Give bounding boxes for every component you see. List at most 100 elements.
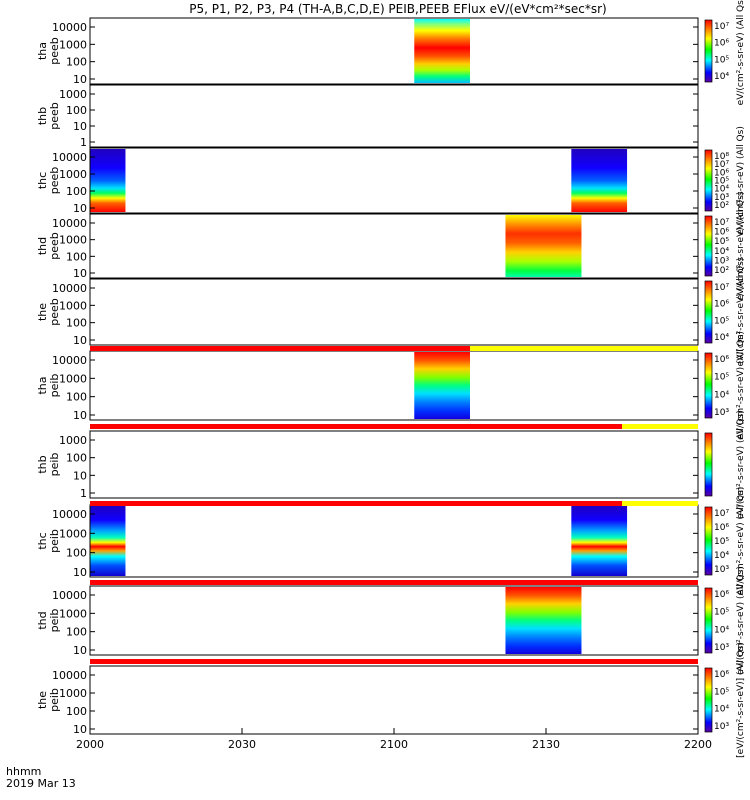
colorbar-thb-peib: [704, 432, 713, 497]
panel-label-line2: peib: [48, 688, 61, 712]
status-bar-segment-4-1: [90, 580, 698, 585]
x-axis-label-line1: hhmm: [6, 765, 41, 778]
status-bar-segment-2-2: [622, 424, 698, 429]
colorbar-tick-label: 10⁶: [714, 168, 729, 178]
colorbar-tick-label: 10⁸: [714, 152, 729, 162]
panel-tha-peib: 10000 1000 100 10 tha peib 10⁶ 10⁵ 10⁴ 10³ eV/(cm²…: [36, 331, 746, 440]
panel-label-line1: the: [36, 303, 49, 321]
status-bar-segment-2-1: [90, 424, 622, 429]
panel-the-peib: 10000 1000 100 10 the peib 10⁶ 10⁵ 10⁴ 10³ [eV/(cm…: [36, 642, 746, 758]
panel-frame: [89, 585, 699, 656]
colorbar-tick-label: 10⁷: [714, 218, 729, 228]
y-tick-label: 1000: [59, 168, 87, 181]
panel-the-peeb: 10000 1000 100 10 the peeb 10⁷ 10⁶ 10⁵ 10⁴ eV/(cm²…: [36, 258, 746, 367]
panel-label-line1: thd: [36, 611, 49, 629]
colorbar-tick-label: 10⁵: [714, 316, 729, 326]
colorbar-tick-label: 10⁴: [714, 625, 729, 635]
spectrogram-block-thc-peib-1: [90, 506, 126, 576]
spectrogram-block-thc-peeb-1: [90, 149, 126, 212]
colorbar-tick-label: 10⁶: [714, 39, 729, 49]
colorbar-tick-label: 10⁷: [714, 22, 729, 32]
colorbar-tick-label: 10⁴: [714, 390, 729, 400]
x-axis: 2000 2030 2100 2130 2200: [76, 728, 712, 751]
y-tick-label: 10: [73, 202, 87, 215]
y-tick-label: 100: [66, 452, 87, 465]
spectrogram-block-thc-peeb-2: [571, 149, 628, 212]
y-tick-label: 100: [66, 250, 87, 263]
y-tick-label: 1000: [59, 38, 87, 51]
colorbar-tha-peib: [704, 352, 713, 419]
colorbar-tick-label: 10²: [714, 266, 729, 276]
colorbar-label: eV/(cm²-s-sr-eV) (All Qs): [736, 566, 746, 675]
colorbar-tick-label: 10³: [714, 193, 729, 203]
panel-label-line1: thd: [36, 237, 49, 255]
colorbar-thd-peeb: [704, 215, 713, 277]
panel-label-line1: the: [36, 691, 49, 709]
y-tick-label: 100: [66, 317, 87, 330]
panel-frame: [89, 213, 699, 279]
y-tick-label: 10: [73, 469, 87, 482]
panel-thd-peib: 10000 1000 100 10 thd peib 10⁶ 10⁵ 10⁴ 10³ eV/(cm²…: [36, 566, 746, 675]
y-tick-label: 100: [66, 626, 87, 639]
colorbar-tick-label: 10³: [714, 565, 729, 575]
panel-frame: [89, 430, 699, 499]
status-bar-segment-3-1: [90, 501, 622, 506]
colorbar-label: eV/(cm²-s-sr-eV) (All Qs): [736, 487, 746, 596]
y-tick-label: 10000: [52, 21, 87, 34]
colorbar-tick-label: 10⁶: [714, 670, 729, 680]
y-tick-label: 1000: [59, 687, 87, 700]
panel-label-line2: peib: [48, 529, 61, 553]
y-tick-label: 1000: [59, 607, 87, 620]
colorbar-label: eV/(cm²-s-sr-eV) (All Qs): [736, 331, 746, 440]
y-tick-label: 1000: [59, 372, 87, 385]
colorbar-tha-peeb: [704, 19, 713, 83]
x-tick-label: 2100: [380, 738, 408, 751]
colorbar-the-peeb: [704, 280, 713, 344]
panel-tha-peeb: 10000 1000 100 10 tha peeb 10⁷ 10⁶ 10⁵ 10⁴ eV/(cm²…: [36, 0, 746, 105]
colorbar-tick-label: 10⁶: [714, 300, 729, 310]
colorbar-tick-label: 10⁷: [714, 509, 729, 519]
y-tick-label: 100: [66, 391, 87, 404]
y-tick-label: 10000: [52, 589, 87, 602]
y-tick-label: 100: [66, 185, 87, 198]
panel-label-line2: peib: [48, 374, 61, 398]
colorbar-tick-label: 10³: [714, 256, 729, 266]
y-tick-label: 1: [80, 487, 87, 500]
colorbar-tick-label: 10³: [714, 722, 729, 732]
y-tick-label: 10: [73, 566, 87, 579]
panel-label-line1: thb: [36, 455, 49, 473]
x-axis-label-line2: 2019 Mar 13: [6, 777, 76, 790]
spectrogram-block-thc-peib-2: [571, 506, 628, 576]
colorbar-tick-label: 10⁵: [714, 55, 729, 65]
spectrogram-block-thd-peeb-1: [505, 215, 582, 277]
panel-label-line1: tha: [36, 376, 49, 394]
panel-label-line1: thb: [36, 107, 49, 125]
y-tick-label: 10000: [52, 508, 87, 521]
panel-label-line1: thc: [36, 532, 49, 549]
colorbar-label: eV/(cm²-s-sr-eV) (All Qs): [736, 0, 746, 105]
colorbar-tick-label: 10⁴: [714, 247, 729, 257]
colorbar-tick-label: 10²: [714, 201, 729, 211]
panel-thb-peeb: 1000 100 10 1 thb peeb: [36, 84, 699, 149]
colorbar-thc-peib: [704, 506, 713, 576]
panel-label-line1: thc: [36, 172, 49, 189]
colorbar-label: eV/(cm²-s-sr-eV) (All Qs): [736, 258, 746, 367]
colorbar-tick-label: 10⁵: [714, 537, 729, 547]
y-tick-label: 100: [66, 104, 87, 117]
colorbar-tick-label: 10⁵: [714, 177, 729, 187]
colorbar-tick-label: 10⁴: [714, 72, 729, 82]
colorbar-tick-label: 10⁶: [714, 355, 729, 365]
panel-label-line1: tha: [36, 42, 49, 60]
y-tick-label: 10: [73, 73, 87, 86]
colorbar-tick-label: 10⁷: [714, 283, 729, 293]
y-tick-label: 10000: [52, 669, 87, 682]
y-tick-label: 100: [66, 705, 87, 718]
y-tick-label: 10: [73, 120, 87, 133]
status-bar-segment-1-2: [470, 346, 698, 351]
y-tick-label: 1: [80, 136, 87, 149]
y-tick-label: 10000: [52, 217, 87, 230]
panel-frame: [89, 84, 699, 148]
